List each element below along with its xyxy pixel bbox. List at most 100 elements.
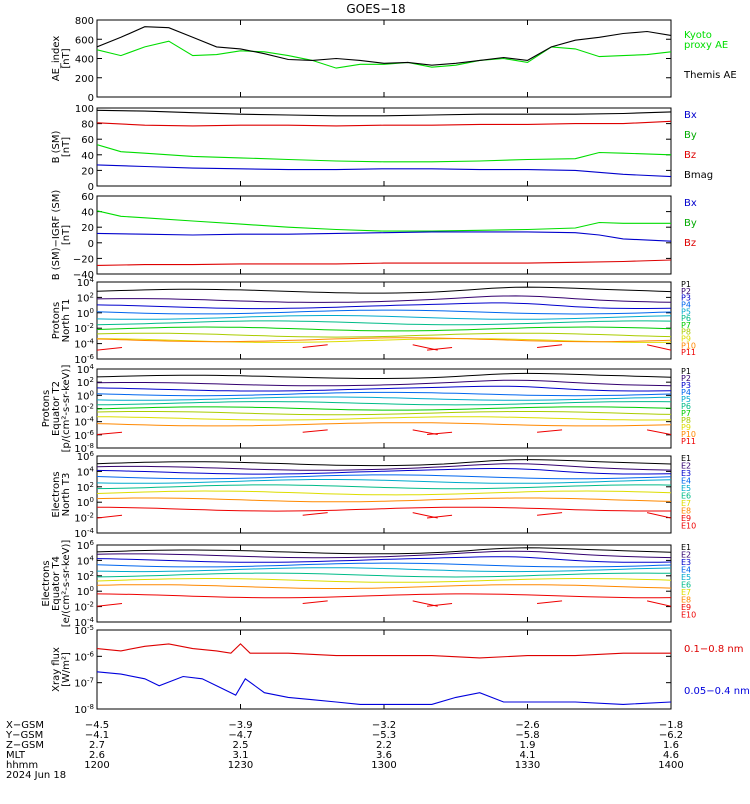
- x-row-label: MLT: [6, 750, 26, 761]
- x-tick-value: −2.6: [515, 720, 539, 731]
- panel-data: [97, 109, 671, 178]
- legend-item: Bz: [684, 150, 696, 161]
- x-tick-value: 1200: [84, 760, 109, 771]
- panel-data: [97, 210, 671, 266]
- channel-label: P6: [681, 314, 691, 323]
- y-tick-label: 10-2: [74, 601, 94, 614]
- y-axis-label: B (SM)[nT]: [51, 130, 72, 163]
- y-tick-label: 106: [77, 539, 95, 552]
- y-tick-label: 40: [81, 208, 94, 219]
- series-line: [97, 295, 671, 303]
- channel-label: P7: [681, 321, 691, 330]
- panel-data: [97, 643, 671, 705]
- channel-label: E4: [681, 566, 691, 575]
- panel-data: [97, 372, 671, 436]
- channel-label: E8: [681, 507, 691, 516]
- y-tick-label: 100: [75, 104, 94, 115]
- channel-label: E3: [681, 558, 691, 567]
- channel-label: E6: [681, 581, 691, 590]
- y-tick-label: 10-6: [74, 429, 94, 442]
- y-tick-label: 106: [77, 450, 95, 463]
- y-tick-label: 400: [75, 55, 94, 66]
- channel-label: P1: [681, 367, 691, 376]
- series-line: [97, 468, 671, 475]
- panel-data: [97, 547, 671, 607]
- y-tick-label: 10-8: [74, 703, 94, 716]
- series-line: [97, 411, 671, 416]
- series-line: [97, 337, 671, 343]
- x-tick-value: 1400: [658, 760, 683, 771]
- y-axis-label: B (SM)−IGRF (SM)[nT]: [51, 190, 72, 281]
- series-line: [97, 332, 671, 338]
- series-line: [97, 396, 671, 401]
- series-line: [97, 474, 671, 480]
- series-line: [97, 479, 671, 484]
- series-line: [426, 514, 453, 519]
- y-tick-label: 80: [81, 120, 94, 131]
- series-line: [97, 593, 671, 599]
- series-line: [537, 600, 563, 605]
- y-axis-label: ProtonsEquator T2[p/(cm²-s-sr-keV)]: [41, 365, 72, 453]
- series-line: [97, 210, 671, 232]
- x-tick-value: 2.5: [233, 740, 249, 751]
- y-tick-label: −20: [73, 254, 94, 265]
- series-line: [97, 497, 671, 503]
- y-tick-label: 0: [88, 239, 94, 250]
- x-row-label: Z−GSM: [6, 740, 44, 751]
- x-tick-value: 1330: [515, 760, 540, 771]
- series-line: [302, 344, 328, 348]
- series-line: [97, 431, 123, 436]
- channel-label: P6: [681, 402, 691, 411]
- series-line: [97, 567, 671, 573]
- x-tick-value: 1300: [371, 760, 396, 771]
- x-tick-value: 1.9: [520, 740, 536, 751]
- y-tick-label: 20: [81, 166, 94, 177]
- y-axis-label: ElectronsNorth T3: [51, 471, 72, 517]
- panel-data: [97, 459, 671, 519]
- channel-label: P11: [681, 348, 696, 357]
- series-line: [97, 286, 671, 294]
- series-line: [97, 346, 123, 351]
- legend-item: By: [684, 218, 697, 229]
- series-line: [97, 572, 671, 578]
- series-line: [97, 562, 671, 568]
- series-line: [97, 584, 671, 589]
- y-tick-label: 100: [77, 389, 94, 402]
- y-tick-label: 10-2: [74, 403, 94, 416]
- y-tick-label: 100: [77, 307, 94, 320]
- series-line: [302, 429, 328, 433]
- series-line: [97, 385, 671, 392]
- series-line: [427, 431, 453, 436]
- y-tick-label: 10-4: [74, 416, 94, 429]
- y-axis-label: Xray flux[W/m²]: [51, 647, 72, 692]
- y-tick-label: 102: [77, 376, 94, 389]
- channel-label: P8: [681, 416, 691, 425]
- channel-label: P1: [681, 280, 691, 289]
- panel-frame: [96, 107, 672, 187]
- channel-label: E6: [681, 492, 691, 501]
- x-tick-value: 3.6: [376, 750, 392, 761]
- legend-item: By: [684, 130, 697, 141]
- channel-label: E4: [681, 477, 691, 486]
- channel-label: P2: [681, 374, 691, 383]
- series-line: [97, 144, 671, 163]
- series-line: [97, 556, 671, 563]
- channel-label: P2: [681, 287, 691, 296]
- series-line: [97, 391, 671, 397]
- x-tick-value: −5.3: [372, 730, 396, 741]
- x-row-label: hhmm: [6, 760, 38, 771]
- channel-label: E1: [681, 543, 691, 552]
- x-row-label: 2024 Jun 18: [6, 770, 66, 781]
- legend-item: Bx: [684, 198, 697, 209]
- x-tick-value: 4.6: [663, 750, 679, 761]
- channel-label: E5: [681, 484, 691, 493]
- series-line: [97, 164, 671, 178]
- series-line: [97, 372, 671, 379]
- y-tick-label: 10-7: [74, 677, 94, 690]
- channel-label: E2: [681, 551, 691, 560]
- series-line: [97, 401, 671, 406]
